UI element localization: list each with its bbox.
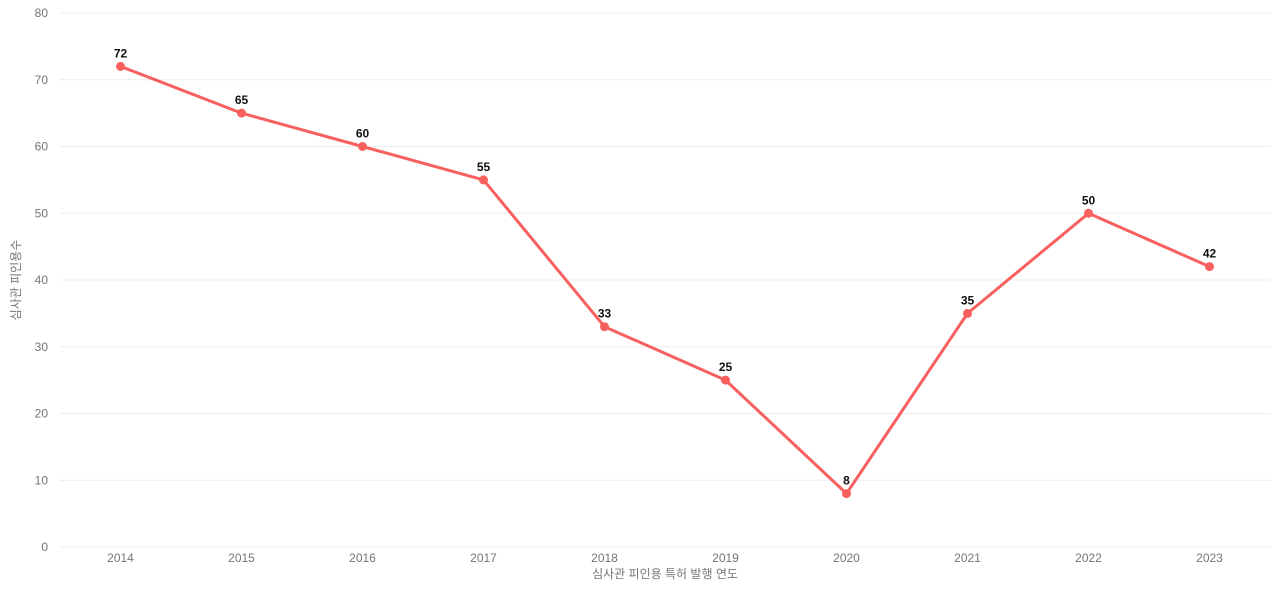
line-series xyxy=(119,64,1211,496)
x-tick-label: 2023 xyxy=(1196,551,1223,565)
data-point-label: 33 xyxy=(598,307,612,321)
y-tick-label: 30 xyxy=(35,340,49,354)
x-axis-ticks: 2014 2015 2016 2017 2018 2019 2020 2021 2022 2023 xyxy=(107,551,1223,565)
y-tick-label: 10 xyxy=(35,473,49,487)
y-tick-label: 0 xyxy=(41,540,48,554)
y-tick-label: 60 xyxy=(35,140,49,154)
y-tick-label: 50 xyxy=(35,206,49,220)
data-point xyxy=(237,108,246,118)
data-point-label: 35 xyxy=(961,293,975,307)
x-tick-label: 2018 xyxy=(591,551,618,565)
y-tick-label: 20 xyxy=(35,407,49,421)
x-tick-label: 2020 xyxy=(833,551,860,565)
y-axis-ticks: 0 10 20 30 40 50 60 70 80 xyxy=(35,6,49,554)
x-tick-label: 2016 xyxy=(349,551,376,565)
y-tick-label: 40 xyxy=(35,273,49,287)
data-point-labels: 72 65 60 55 33 25 8 35 50 42 xyxy=(114,46,1217,487)
data-point-label: 65 xyxy=(235,93,249,107)
data-point-label: 42 xyxy=(1203,247,1217,261)
y-tick-label: 70 xyxy=(35,73,49,87)
data-point xyxy=(479,175,488,185)
data-point xyxy=(721,375,730,385)
data-point xyxy=(116,61,125,71)
x-tick-label: 2015 xyxy=(228,551,255,565)
data-point-label: 72 xyxy=(114,46,128,60)
x-axis-label: 심사관 피인용 특허 발행 연도 xyxy=(592,566,738,581)
data-point-label: 55 xyxy=(477,160,491,174)
data-point xyxy=(358,142,367,151)
data-point xyxy=(600,322,609,332)
data-point-label: 60 xyxy=(356,127,370,141)
data-point xyxy=(1205,262,1214,272)
gridlines xyxy=(60,12,1270,548)
data-point-label: 25 xyxy=(719,360,733,374)
data-point xyxy=(1084,208,1093,218)
data-point xyxy=(842,489,851,499)
y-tick-label: 80 xyxy=(35,6,49,20)
x-tick-label: 2019 xyxy=(712,551,739,565)
x-tick-label: 2014 xyxy=(107,551,134,565)
y-axis-label: 심사관 피인용수 xyxy=(9,240,23,321)
data-point-markers xyxy=(116,61,1214,499)
x-tick-label: 2017 xyxy=(470,551,497,565)
x-tick-label: 2022 xyxy=(1075,551,1102,565)
data-point-label: 8 xyxy=(843,474,850,488)
x-tick-label: 2021 xyxy=(954,551,981,565)
data-point-label: 50 xyxy=(1082,193,1096,207)
data-point xyxy=(963,308,972,318)
